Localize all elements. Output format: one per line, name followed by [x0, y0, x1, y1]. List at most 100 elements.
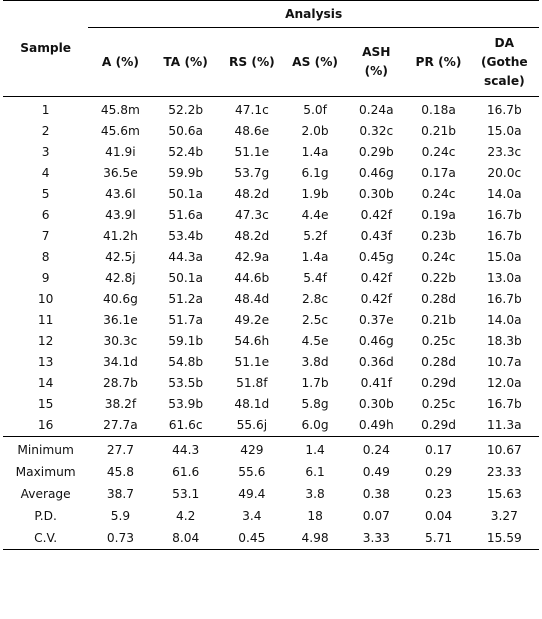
- table-row: 9 42.8j 50.1a 44.6b 5.4f 0.42f 0.22b 13.0a: [3, 268, 539, 289]
- summary-value-cell: 5.9: [110, 508, 131, 523]
- value-cell: 0.17a: [421, 166, 456, 181]
- summary-rows: Minimum 27.7 44.3 429 1.4 0.24 0.17 10.67 Maximu…: [3, 436, 539, 550]
- summary-value-cell: 0.17: [407, 436, 470, 461]
- column-header-line: DA: [494, 35, 515, 50]
- sample-id-cell: 14: [37, 376, 54, 391]
- summary-value-cell: 38.7: [106, 486, 134, 501]
- summary-value-cell: 55.6: [238, 464, 266, 479]
- value-cell: 20.0c: [487, 166, 522, 181]
- table-row: 12 30.3c 59.1b 54.6h 4.5e 0.46g 0.25c 18.3b: [3, 331, 539, 352]
- value-cell: 2.5c: [302, 313, 329, 328]
- summary-value-cell: 53.1: [172, 486, 200, 501]
- table-row: 3 41.9i 52.4b 51.1e 1.4a 0.29b 0.24c 23.3c: [3, 142, 539, 163]
- value-cell: 48.4d: [234, 292, 270, 307]
- sample-id-cell: 13: [37, 355, 54, 370]
- sample-id-cell: 7: [41, 229, 50, 244]
- value-cell: 16.7b: [486, 208, 522, 223]
- value-cell: 59.1b: [168, 334, 204, 349]
- value-cell: 0.23b: [421, 229, 456, 244]
- value-cell: 61.6c: [168, 418, 203, 433]
- table-row: 2 45.6m 50.6a 48.6e 2.0b 0.32c 0.21b 15.0a: [3, 121, 539, 142]
- summary-label-cell: Minimum: [3, 436, 89, 461]
- value-cell: 2.8c: [302, 292, 329, 307]
- column-header-line: AS (%): [292, 54, 338, 69]
- summary-value-cell: 0.45: [218, 527, 285, 550]
- value-cell: 27.7a: [103, 418, 138, 433]
- header-row-columns: A (%) TA (%) RS (%) AS (%) ASH (%) PR (%) DA (Go…: [3, 27, 539, 97]
- column-header-line: TA (%): [163, 54, 208, 69]
- value-cell: 10.7a: [487, 355, 522, 370]
- sample-id-cell: 8: [41, 250, 50, 265]
- column-header: PR (%): [407, 27, 470, 97]
- value-cell: 6.0g: [301, 418, 329, 433]
- value-cell: 53.4b: [168, 229, 204, 244]
- value-cell: 1.4a: [301, 145, 329, 160]
- summary-value-cell: 0.23: [424, 486, 453, 501]
- summary-value-cell: 5.71: [407, 527, 470, 550]
- sample-id-cell: 9: [41, 271, 50, 286]
- summary-label-cell: Maximum: [15, 464, 76, 479]
- value-cell: 1.4a: [301, 250, 329, 265]
- sample-id-cell: 1: [41, 103, 50, 118]
- value-cell: 12.0a: [487, 376, 522, 391]
- summary-row: C.V. 0.73 8.04 0.45 4.98 3.33 5.71 15.59: [3, 527, 539, 550]
- value-cell: 0.42f: [360, 208, 393, 223]
- value-cell: 16.7b: [486, 397, 522, 412]
- summary-value-cell: 4.98: [284, 527, 346, 550]
- value-cell: 4.5e: [301, 334, 329, 349]
- summary-value-cell: 49.4: [238, 486, 266, 501]
- sample-id-cell: 4: [41, 166, 50, 181]
- value-cell: 0.42f: [360, 271, 393, 286]
- value-cell: 5.4f: [303, 271, 327, 286]
- summary-value-cell: 3.33: [345, 527, 408, 550]
- sample-id-cell: 2: [41, 124, 50, 139]
- column-header: A (%): [88, 27, 153, 97]
- table-row: 14 28.7b 53.5b 51.8f 1.7b 0.41f 0.29d 12.0a: [3, 373, 539, 394]
- value-cell: 0.29b: [358, 145, 394, 160]
- summary-value-cell: 3.8: [305, 486, 325, 501]
- table-row: 4 36.5e 59.9b 53.7g 6.1g 0.46g 0.17a 20.0c: [3, 163, 539, 184]
- data-rows: 1 45.8m 52.2b 47.1c 5.0f 0.24a 0.18a 16.7b 2 45.6…: [3, 97, 539, 437]
- value-cell: 0.29d: [421, 376, 456, 391]
- value-cell: 48.2d: [234, 187, 270, 202]
- summary-value-cell: 3.4: [242, 508, 262, 523]
- value-cell: 47.1c: [234, 103, 269, 118]
- summary-value-cell: 15.59: [469, 527, 539, 550]
- summary-value-cell: 6.1: [305, 464, 325, 479]
- value-cell: 52.4b: [168, 145, 204, 160]
- table-row: 10 40.6g 51.2a 48.4d 2.8c 0.42f 0.28d 16.7b: [3, 289, 539, 310]
- sample-id-cell: 3: [41, 145, 50, 160]
- value-cell: 0.43f: [360, 229, 393, 244]
- value-cell: 50.6a: [168, 124, 203, 139]
- column-header: DA (Gothe scale): [469, 27, 539, 97]
- value-cell: 0.32c: [359, 124, 394, 139]
- value-cell: 6.1g: [301, 166, 329, 181]
- value-cell: 0.49h: [358, 418, 394, 433]
- value-cell: 0.36d: [358, 355, 394, 370]
- value-cell: 51.8f: [236, 376, 268, 391]
- value-cell: 28.7b: [102, 376, 138, 391]
- value-cell: 16.7b: [486, 229, 522, 244]
- value-cell: 36.5e: [103, 166, 138, 181]
- sample-id-cell: 15: [37, 397, 54, 412]
- value-cell: 0.24c: [421, 145, 456, 160]
- summary-label-cell: C.V.: [3, 527, 89, 550]
- column-header: AS (%): [284, 27, 346, 97]
- value-cell: 1.7b: [301, 376, 329, 391]
- summary-value-cell: 15.63: [486, 486, 522, 501]
- sample-id-cell: 5: [41, 187, 50, 202]
- summary-label-cell: Average: [20, 486, 71, 501]
- value-cell: 0.25c: [421, 397, 456, 412]
- value-cell: 0.28d: [421, 355, 456, 370]
- value-cell: 51.2a: [168, 292, 203, 307]
- value-cell: 14.0a: [487, 313, 522, 328]
- summary-value-cell: 3.27: [490, 508, 518, 523]
- column-header: ASH (%): [345, 27, 408, 97]
- value-cell: 5.8g: [301, 397, 329, 412]
- value-cell: 11.3a: [487, 418, 522, 433]
- summary-value-cell: 61.6: [172, 464, 200, 479]
- value-cell: 5.2f: [303, 229, 327, 244]
- value-cell: 4.4e: [301, 208, 329, 223]
- value-cell: 0.21b: [421, 124, 456, 139]
